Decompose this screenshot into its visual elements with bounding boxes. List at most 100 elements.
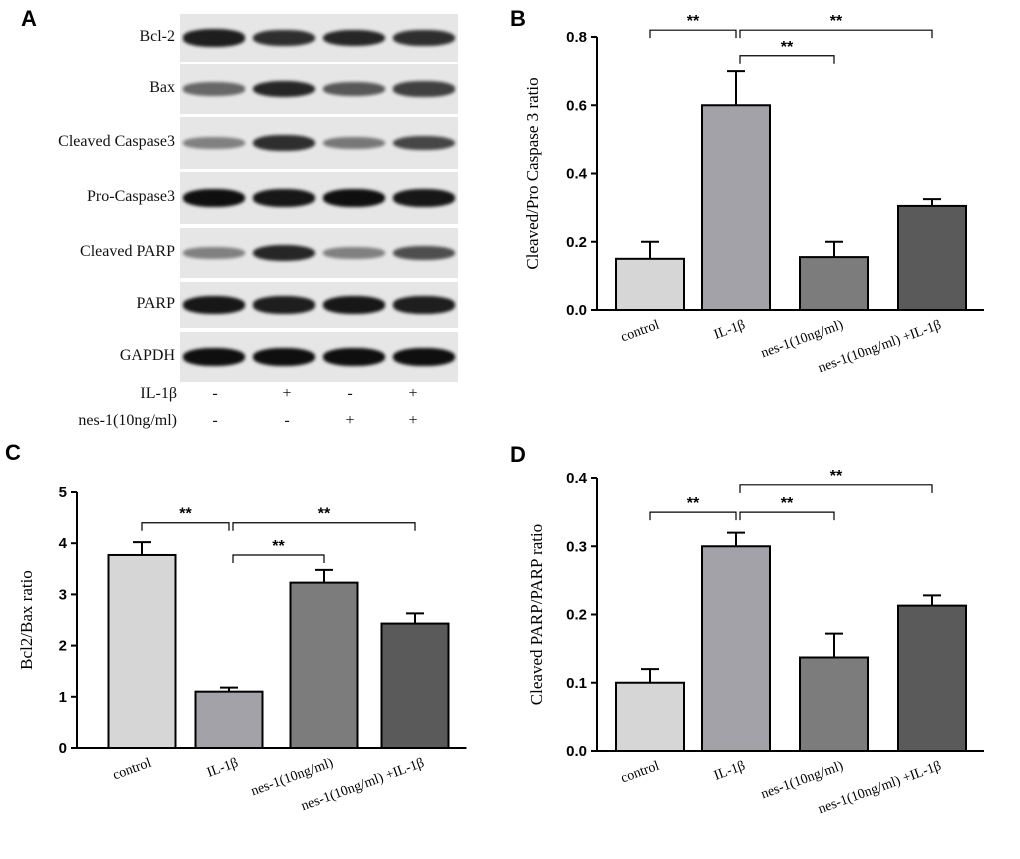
treatment-sign: - [212,412,218,429]
treatment-sign: - [212,385,218,402]
y-axis-label: Bcl2/Bax ratio [17,570,36,670]
bar [897,604,967,752]
panel-letter-c: C [5,440,21,465]
bracket-line [739,511,835,521]
chart-cleaved-parp-parp: 0.0 0.1 0.2 0.3 0.4 Cleaved PARP/PARP ratio co… [527,468,984,817]
bar [799,256,869,311]
bracket-line [232,554,325,563]
blot-band [393,29,455,47]
significance-bracket: ** [739,39,835,64]
blot-band [393,348,455,366]
treatment-sign: + [282,385,292,402]
category-label: IL-1β [205,756,240,781]
blot-strip [180,282,458,328]
blot-row-label: Cleaved PARP [80,243,175,260]
significance-bracket: ** [232,506,416,531]
category-label: nes-1(10ng/ml) [759,318,846,362]
chart-cleaved-pro-caspase3: 0.0 0.2 0.4 0.6 0.8 Cleaved/Pro Caspase 3 rat… [523,13,984,376]
bar [799,656,869,752]
treatment-sign: - [347,385,353,402]
y-tick-label: 0.1 [566,675,587,692]
y-tick-label: 0.6 [566,97,587,114]
blot-band [323,29,385,47]
bar [701,104,771,311]
bar [615,681,685,752]
blot-strip [180,117,458,169]
blot-band [323,247,385,259]
blot-band [253,29,315,47]
treatment-sign: - [284,412,290,429]
blot-band [183,82,245,96]
significance-label: ** [781,495,794,512]
panel-letter-a: A [21,6,37,31]
blot-band [183,137,245,149]
significance-bracket: ** [649,13,737,39]
blot-strip [180,332,458,382]
bracket-line [739,484,933,493]
blot-band [253,134,315,152]
y-tick-label: 0 [59,740,67,757]
bar [701,545,771,752]
y-tick-label: 0.4 [566,166,588,183]
treatment-sign: + [408,385,418,402]
treatment-sign: + [408,412,418,429]
bracket-line [739,55,835,64]
blot-band [393,296,455,314]
blot-band [253,189,315,207]
y-tick-label: 0.2 [566,607,587,624]
category-label: control [619,759,661,787]
significance-label: ** [781,39,794,56]
category-label: nes-1(10ng/ml) [759,759,846,803]
blot-band [393,245,455,261]
blot-row-label: PARP [136,295,175,312]
y-tick-label: 0.8 [566,29,587,46]
significance-bracket: ** [739,13,933,39]
treatment-label: IL-1β [140,385,177,402]
treatment-label: nes-1(10ng/ml) [78,412,177,429]
bracket-line [739,29,933,39]
significance-label: ** [318,506,331,523]
y-axis-label: Cleaved/Pro Caspase 3 ratio [523,77,542,269]
blot-strip [180,172,458,224]
blot-band [393,135,455,151]
significance-label: ** [830,13,843,30]
significance-label: ** [687,13,700,30]
y-tick-label: 3 [59,586,67,603]
y-tick-label: 4 [59,535,68,552]
significance-label: ** [830,468,843,485]
bracket-line [141,522,230,531]
blot-band [183,29,245,47]
blot-row-label: GAPDH [119,347,175,364]
blot-strip [180,14,458,62]
bracket-line [649,29,737,39]
significance-label: ** [179,506,192,523]
significance-bracket: ** [232,538,325,563]
category-label: control [111,756,153,784]
blot-band [183,348,245,366]
blot-band [323,189,385,207]
significance-bracket: ** [141,506,230,531]
y-tick-label: 0.4 [566,470,588,487]
bar [107,553,177,749]
category-label: IL-1β [712,318,747,343]
category-label: IL-1β [712,759,747,784]
blot-band [183,189,245,207]
treatment-sign: + [345,412,355,429]
bar [194,690,264,749]
blot-strip [180,228,458,278]
blot-row-label: Bcl-2 [139,28,175,45]
y-tick-label: 0.0 [566,302,587,319]
significance-label: ** [272,538,285,555]
blot-band [183,247,245,259]
y-tick-label: 5 [59,484,67,501]
blot-band [323,136,385,150]
bar [615,257,685,311]
bar [289,581,359,750]
blot-row-label: Pro-Caspase3 [87,188,175,205]
y-tick-label: 0.0 [566,743,587,760]
bracket-line [232,522,416,531]
blot-band [253,348,315,366]
bar [380,622,450,749]
blot-band [323,296,385,314]
